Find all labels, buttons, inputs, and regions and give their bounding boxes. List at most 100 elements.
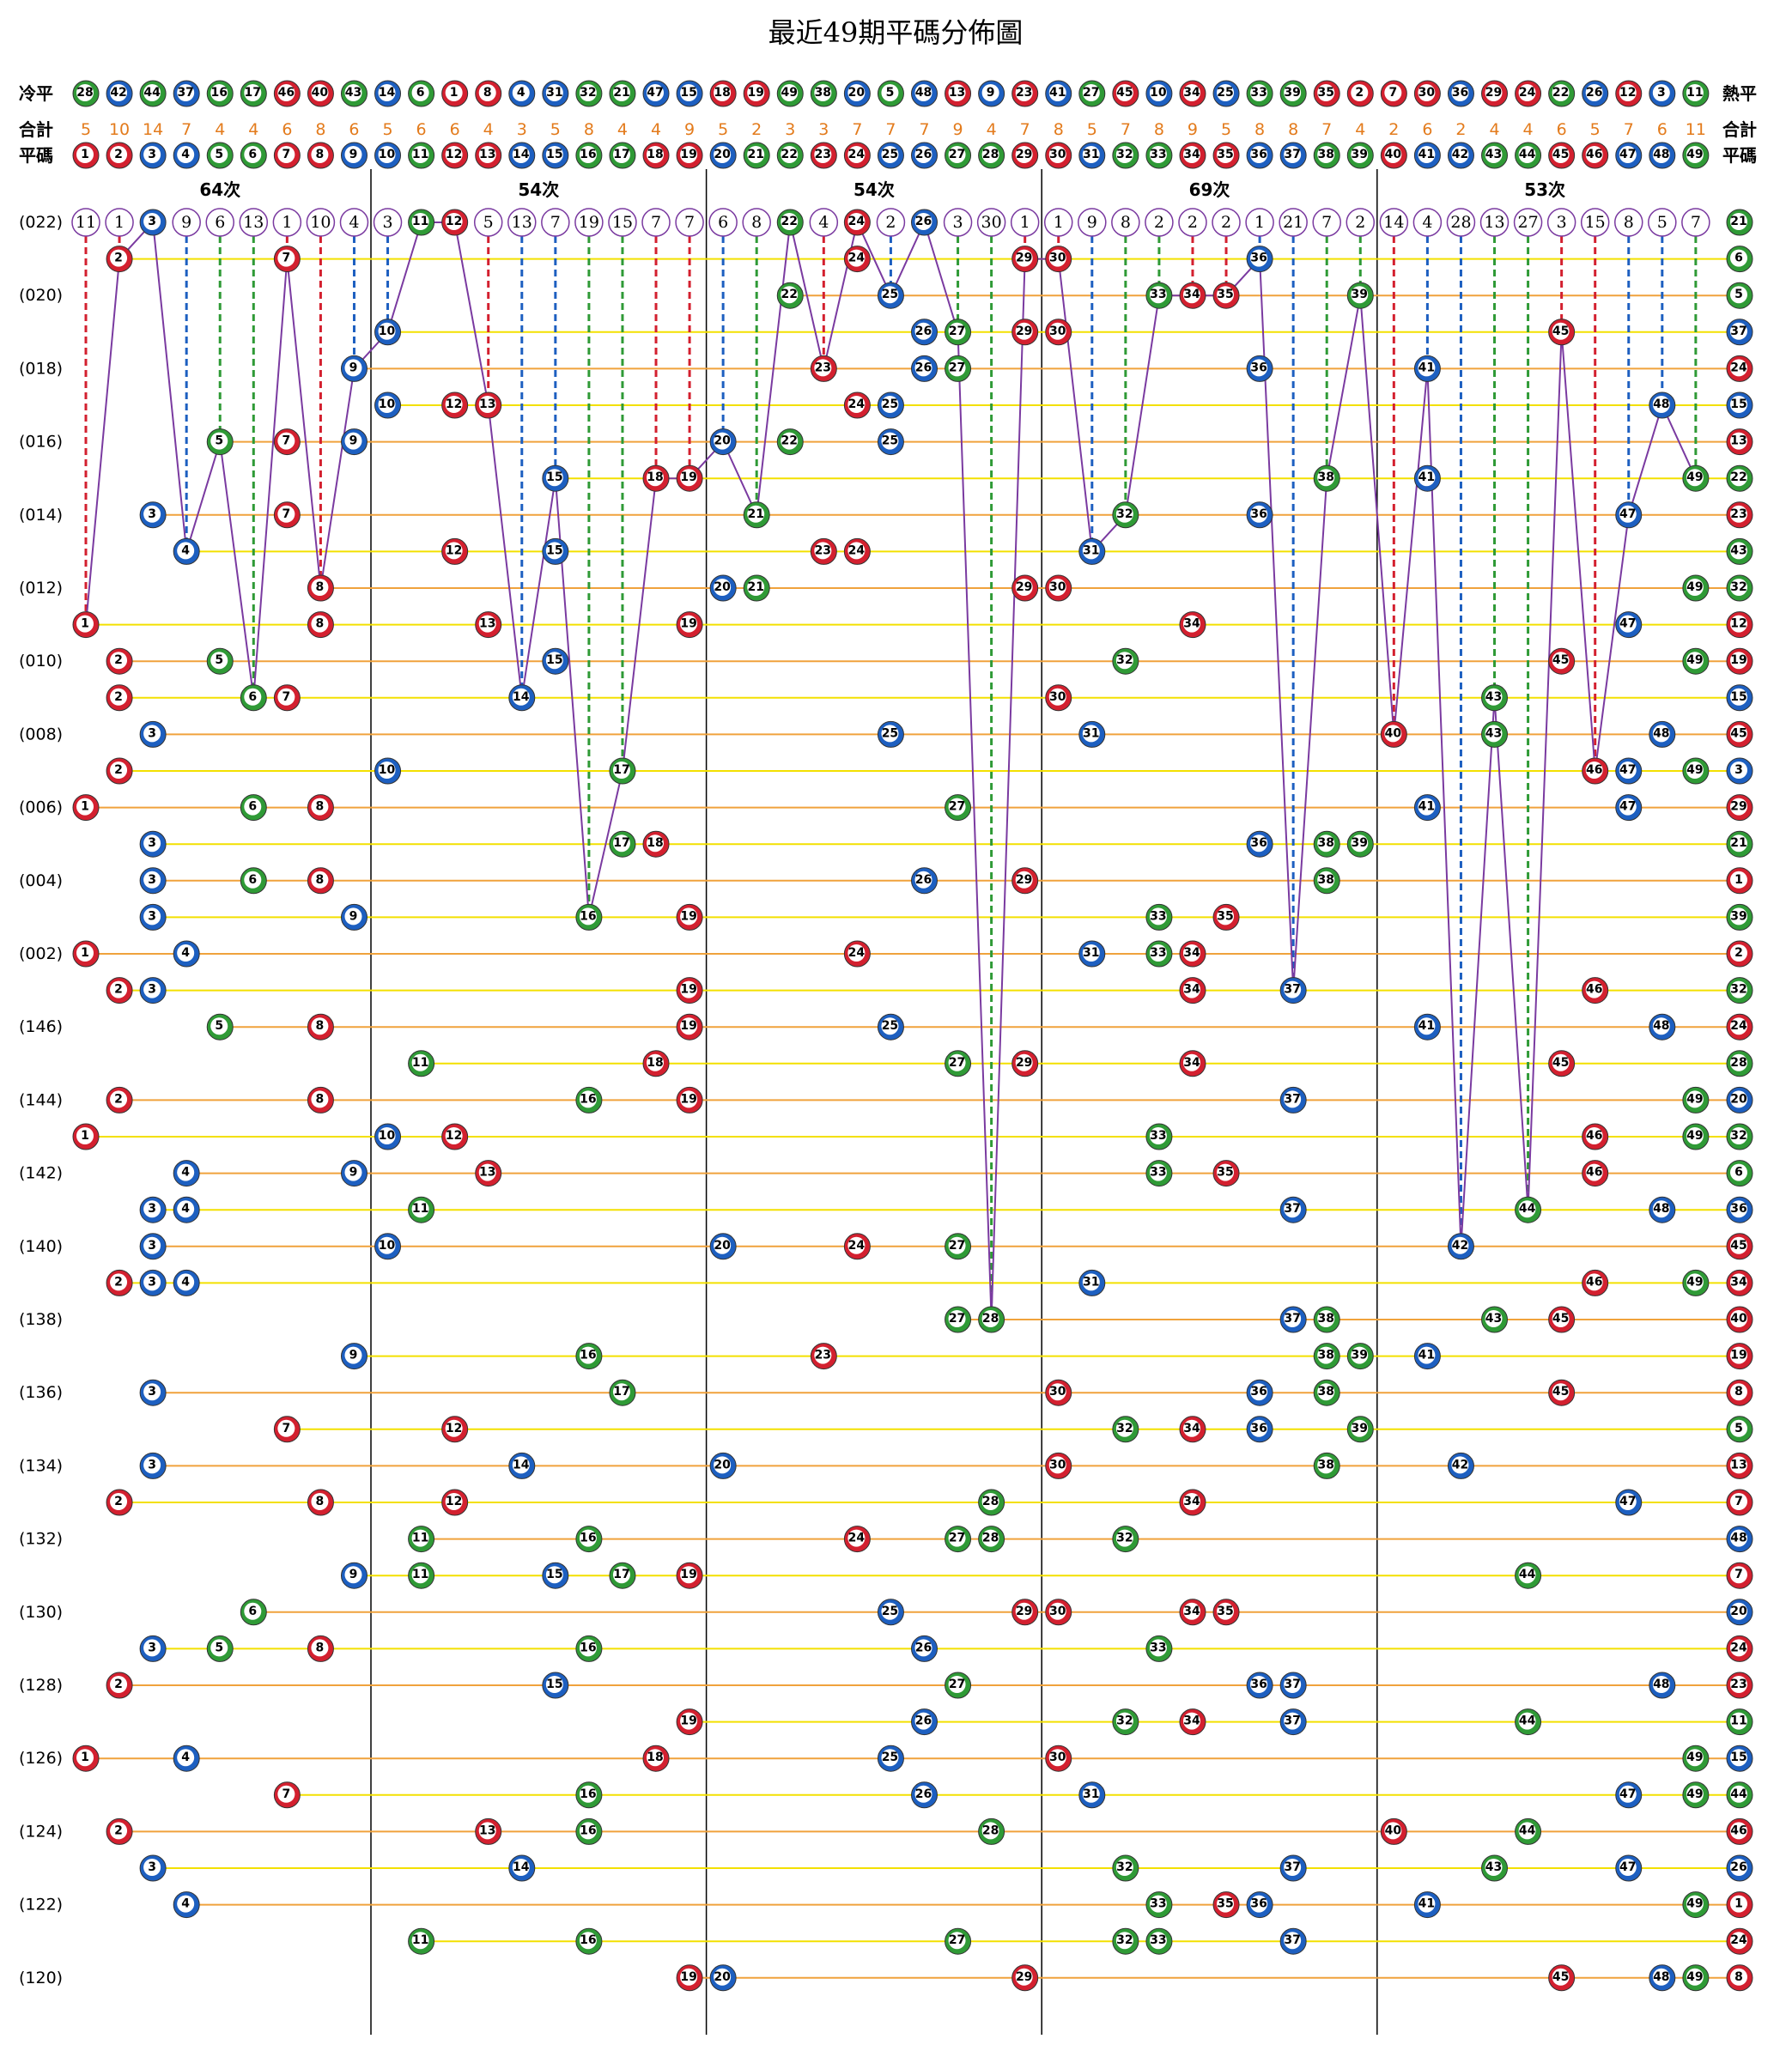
period-label: (016) [19,433,63,452]
ball-number: 27 [949,325,965,338]
ball-face [210,1639,228,1657]
ball-face [1652,1200,1670,1218]
ball: 14 [508,684,536,712]
ball-face [478,1822,496,1840]
ball-number: 24 [1730,1641,1747,1654]
ball-number: 44 [1519,1714,1536,1728]
ball-face [1730,1895,1747,1913]
ball-number: 4 [181,1897,190,1911]
period-label: (124) [19,1822,63,1841]
header-ball: 19 [676,142,703,169]
special-ball: 15 [1726,684,1753,712]
ball-face [1619,615,1637,633]
ball-number: 24 [848,397,866,411]
ball-number: 4 [181,148,190,161]
ball-number: 36 [1250,1385,1267,1399]
cold-ball: 18 [709,80,737,107]
ball: 45 [1548,1306,1576,1333]
ball-face [478,396,496,413]
ball-number: 33 [1150,1129,1166,1143]
omission-count: 21 [1283,213,1303,232]
ball-face [1686,579,1704,596]
ball-face [948,359,966,377]
header-label: 平碼 [19,145,53,166]
ball-face [714,1236,732,1254]
ball-number: 15 [1730,690,1746,704]
ball: 7 [273,501,301,529]
ball-face [1182,1712,1200,1730]
ball-face [445,213,463,230]
ball: 49 [1682,1964,1710,1992]
ball: 8 [307,1635,334,1662]
header-ball: 33 [1145,142,1173,169]
ball-number: 15 [546,653,562,667]
ball-number: 40 [312,86,329,100]
ball: 32 [1112,1708,1139,1736]
ball-number: 2 [114,252,123,265]
ball-number: 1 [1734,1897,1743,1911]
ball-number: 9 [349,434,358,448]
ball-face [847,84,866,101]
ball-face [1730,469,1747,487]
header-ball: 31 [1078,142,1106,169]
ball-number: 30 [1049,580,1066,594]
cold-ball: 7 [1380,80,1407,107]
ball-face [1384,146,1402,163]
ball-face [914,1785,932,1803]
special-ball: 39 [1726,903,1753,931]
ball: 10 [374,319,402,346]
special-ball: 7 [1726,1562,1753,1589]
ball-number: 24 [1730,1933,1747,1947]
ball-face [1730,1968,1747,1986]
ball-face [143,907,161,925]
ball: 12 [441,391,469,419]
ball-face [1317,834,1335,853]
ball-number: 2 [114,1824,123,1837]
ball-face [1149,944,1167,962]
total-value: 9 [953,120,963,139]
cold-ball: 42 [106,80,133,107]
ball-number: 30 [1049,148,1066,161]
ball-face [1284,1310,1302,1327]
ball-number: 20 [714,1239,731,1253]
ball-number: 32 [1730,983,1746,997]
ball-number: 13 [949,86,965,100]
ball-face [344,359,362,377]
ball-face [277,249,295,267]
ball-number: 35 [1217,1897,1233,1911]
header-ball: 44 [1515,142,1542,169]
ball-face [1317,1346,1335,1364]
ball-face [881,1602,899,1620]
ball: 29 [1011,867,1039,895]
ball-face [244,84,262,101]
period-label: (126) [19,1749,63,1768]
ball-face [914,359,932,377]
omission-cell: 4 [339,208,369,237]
special-ball: 19 [1726,647,1753,675]
ball: 3 [139,1269,167,1296]
total-value: 7 [1020,120,1030,139]
ball-number: 27 [949,1532,965,1545]
ball-face [1619,1859,1637,1876]
ball-number: 23 [815,1349,831,1362]
ball-face [1082,1785,1100,1803]
special-ball: 43 [1726,537,1753,565]
ball-face [981,1310,999,1327]
omission-ring [1446,208,1476,237]
ball-number: 12 [446,1129,462,1143]
special-ball: 12 [1726,611,1753,639]
ball-number: 31 [546,86,562,100]
ball-number: 4 [181,946,190,960]
omission-ring [1513,208,1543,237]
total-value: 4 [215,120,225,139]
ball-face [1418,1346,1436,1364]
ball: 10 [374,391,402,419]
ball-face [1082,84,1100,101]
ball-number: 19 [1730,653,1746,667]
ball: 49 [1682,1781,1710,1809]
ball-face [1317,84,1335,101]
total-value: 8 [1154,120,1164,139]
ball-number: 39 [1352,1349,1368,1362]
ball-face [210,652,228,670]
ball-face [579,1932,597,1950]
